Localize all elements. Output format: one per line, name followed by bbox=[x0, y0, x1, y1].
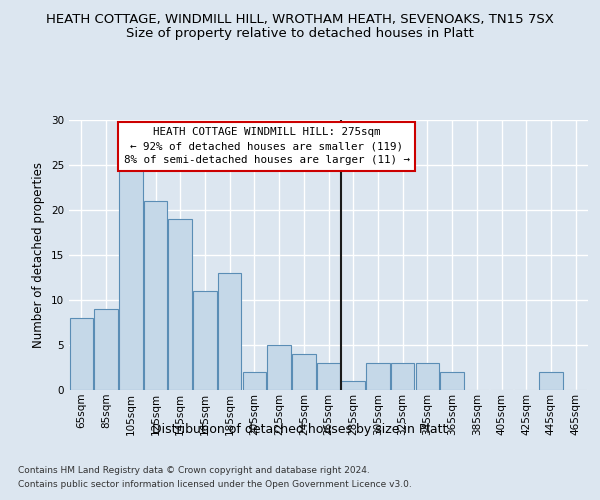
Bar bbox=[341, 381, 365, 390]
Bar bbox=[94, 309, 118, 390]
Bar bbox=[416, 363, 439, 390]
Bar bbox=[70, 318, 93, 390]
Bar bbox=[440, 372, 464, 390]
Bar bbox=[169, 219, 192, 390]
Bar bbox=[317, 363, 340, 390]
Bar bbox=[292, 354, 316, 390]
Bar bbox=[193, 291, 217, 390]
Text: HEATH COTTAGE, WINDMILL HILL, WROTHAM HEATH, SEVENOAKS, TN15 7SX: HEATH COTTAGE, WINDMILL HILL, WROTHAM HE… bbox=[46, 12, 554, 26]
Text: Contains public sector information licensed under the Open Government Licence v3: Contains public sector information licen… bbox=[18, 480, 412, 489]
Bar bbox=[539, 372, 563, 390]
Text: Size of property relative to detached houses in Platt: Size of property relative to detached ho… bbox=[126, 28, 474, 40]
Y-axis label: Number of detached properties: Number of detached properties bbox=[32, 162, 46, 348]
Bar bbox=[366, 363, 389, 390]
Bar bbox=[119, 165, 143, 390]
Bar bbox=[144, 201, 167, 390]
Bar bbox=[391, 363, 415, 390]
Text: HEATH COTTAGE WINDMILL HILL: 275sqm
← 92% of detached houses are smaller (119)
8: HEATH COTTAGE WINDMILL HILL: 275sqm ← 92… bbox=[124, 127, 410, 165]
Text: Distribution of detached houses by size in Platt: Distribution of detached houses by size … bbox=[152, 422, 448, 436]
Bar bbox=[268, 345, 291, 390]
Bar bbox=[218, 273, 241, 390]
Text: Contains HM Land Registry data © Crown copyright and database right 2024.: Contains HM Land Registry data © Crown c… bbox=[18, 466, 370, 475]
Bar bbox=[242, 372, 266, 390]
